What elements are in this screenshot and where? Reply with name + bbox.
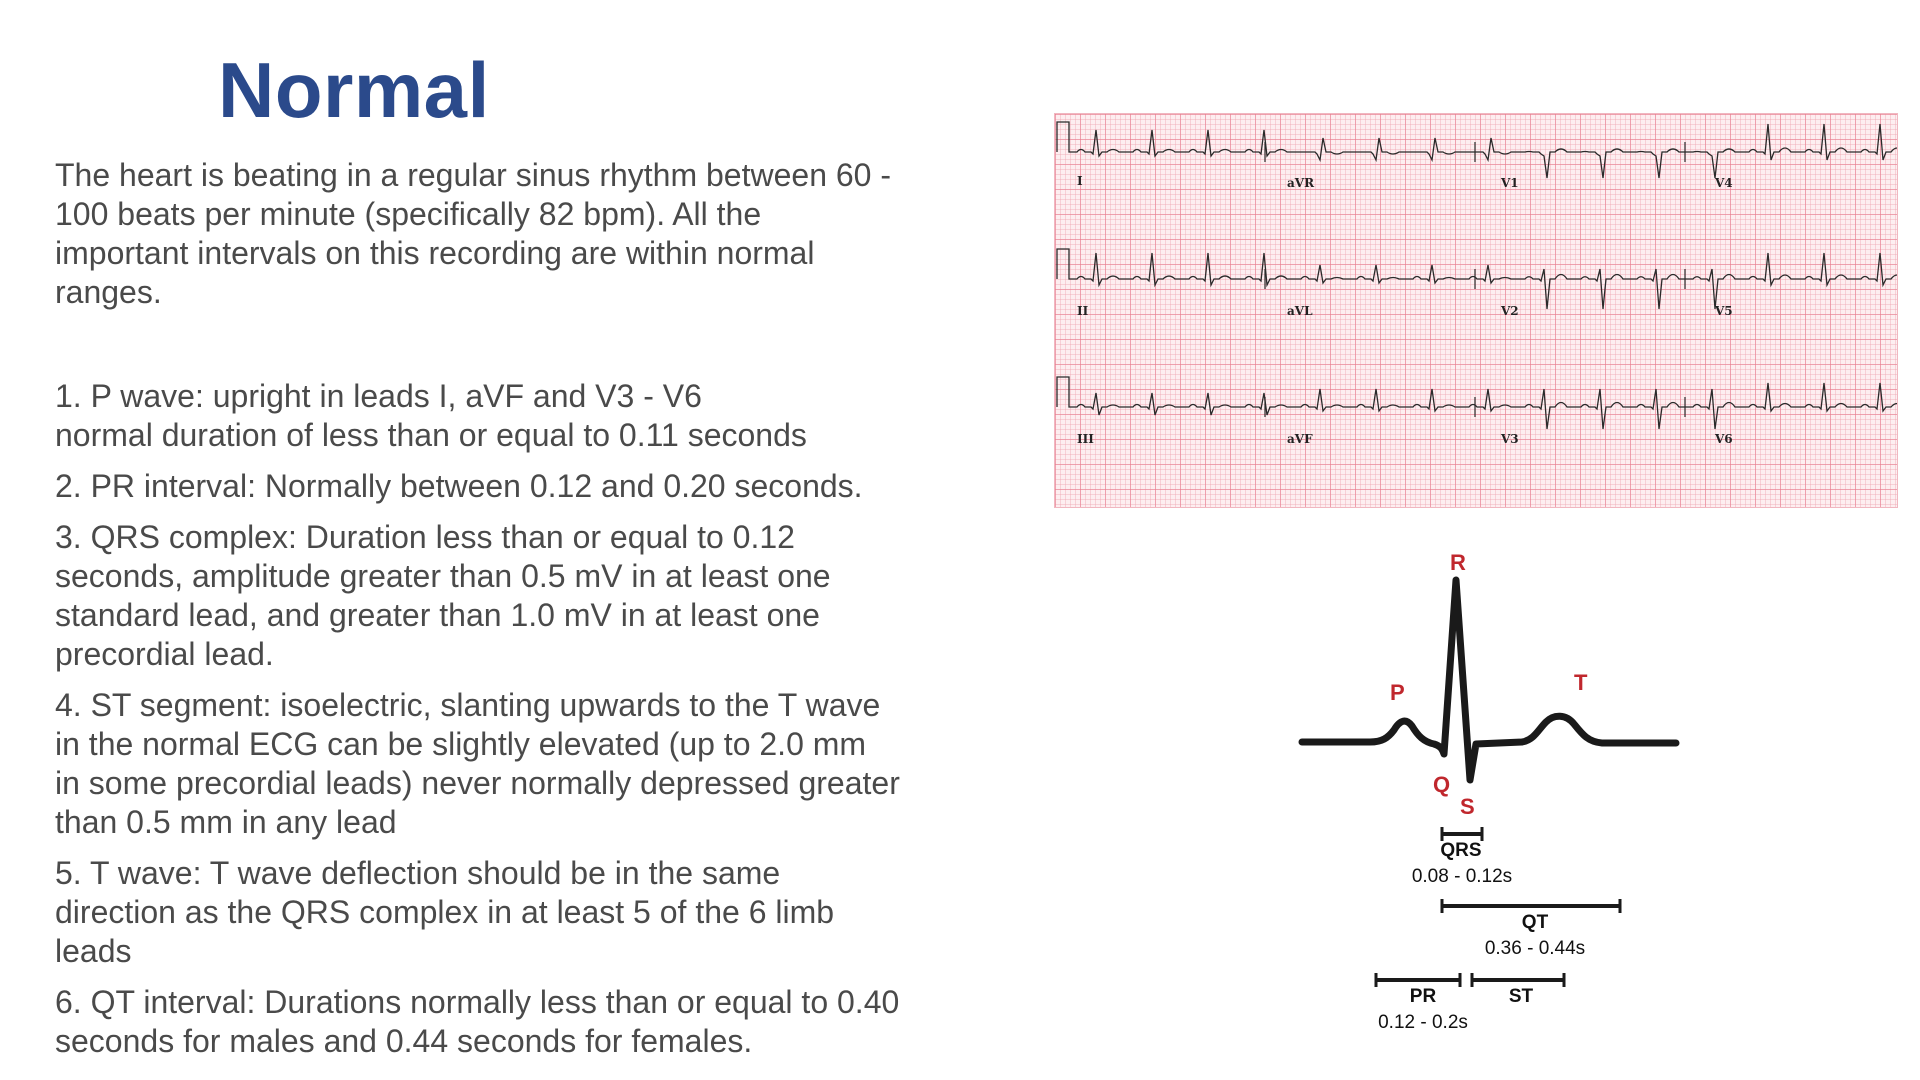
- point-st-segment: 4. ST segment: isoelectric, slanting upw…: [55, 686, 1025, 842]
- point-line: normal duration of less than or equal to…: [55, 417, 807, 453]
- ecg-waveform-diagram: R P T Q S QRS 0.08 - 0.12s QT 0.36 - 0.4…: [1290, 540, 1710, 1050]
- lead-label-V1: V1: [1501, 176, 1519, 190]
- lead-label-V5: V5: [1715, 304, 1733, 318]
- wave-label-s: S: [1460, 794, 1475, 819]
- point-line: seconds for males and 0.44 seconds for f…: [55, 1023, 753, 1059]
- intro-line: important intervals on this recording ar…: [55, 235, 815, 271]
- waveform-line: [1298, 576, 1680, 784]
- qt-range: 0.36 - 0.44s: [1484, 938, 1586, 959]
- lead-label-V3: V3: [1501, 432, 1519, 446]
- qt-label: QT: [1521, 912, 1549, 933]
- wave-label-p: P: [1390, 680, 1405, 705]
- lead-label-aVR: aVR: [1287, 176, 1315, 190]
- intro-line: 100 beats per minute (specifically 82 bp…: [55, 196, 762, 232]
- point-line: 1. P wave: upright in leads I, aVF and V…: [55, 378, 702, 414]
- lead-label-V4: V4: [1715, 176, 1733, 190]
- point-line: than 0.5 mm in any lead: [55, 804, 397, 840]
- point-p-wave: 1. P wave: upright in leads I, aVF and V…: [55, 377, 1025, 455]
- text-column: The heart is beating in a regular sinus …: [55, 156, 1025, 1073]
- slide-title: Normal: [218, 46, 490, 134]
- lead-label-II: II: [1077, 304, 1089, 318]
- point-pr-interval: 2. PR interval: Normally between 0.12 an…: [55, 467, 1025, 506]
- intro-line: The heart is beating in a regular sinus …: [55, 157, 892, 193]
- lead-label-V2: V2: [1501, 304, 1519, 318]
- wave-label-r: R: [1450, 550, 1466, 575]
- intro-line: ranges.: [55, 274, 162, 310]
- ecg-row-trace: [1056, 248, 1897, 310]
- lead-label-aVL: aVL: [1287, 304, 1313, 318]
- point-line: precordial lead.: [55, 636, 274, 672]
- point-line: in some precordial leads) never normally…: [55, 765, 900, 801]
- point-line: 3. QRS complex: Duration less than or eq…: [55, 519, 795, 555]
- point-line: 4. ST segment: isoelectric, slanting upw…: [55, 687, 881, 723]
- point-line: leads: [55, 933, 132, 969]
- point-line: standard lead, and greater than 1.0 mV i…: [55, 597, 820, 633]
- st-label: ST: [1508, 986, 1534, 1007]
- point-line: 2. PR interval: Normally between 0.12 an…: [55, 468, 863, 504]
- lead-label-III: III: [1077, 432, 1094, 446]
- point-line: seconds, amplitude greater than 0.5 mV i…: [55, 558, 831, 594]
- lead-label-I: I: [1077, 174, 1083, 188]
- wave-label-q: Q: [1433, 772, 1451, 797]
- intro-paragraph: The heart is beating in a regular sinus …: [55, 156, 1025, 312]
- lead-label-V6: V6: [1715, 432, 1733, 446]
- ecg-row-trace: [1056, 376, 1897, 430]
- point-line: 6. QT interval: Durations normally less …: [55, 984, 900, 1020]
- qrs-label: QRS: [1440, 840, 1482, 861]
- point-t-wave: 5. T wave: T wave deflection should be i…: [55, 854, 1025, 971]
- qrs-range: 0.08 - 0.12s: [1411, 866, 1513, 887]
- pr-range: 0.12 - 0.2s: [1378, 1012, 1468, 1033]
- point-line: 5. T wave: T wave deflection should be i…: [55, 855, 781, 891]
- ecg-trace: [1056, 121, 1897, 430]
- point-qt-interval: 6. QT interval: Durations normally less …: [55, 983, 1025, 1061]
- wave-label-t: T: [1574, 670, 1588, 695]
- ecg-12-lead-image: I aVR V1 V4 II aVL V2 V5 III aVF V3 V6: [1054, 113, 1898, 508]
- lead-label-aVF: aVF: [1287, 432, 1313, 446]
- point-qrs-complex: 3. QRS complex: Duration less than or eq…: [55, 518, 1025, 674]
- point-line: in the normal ECG can be slightly elevat…: [55, 726, 867, 762]
- pr-label: PR: [1409, 986, 1437, 1007]
- ecg-row-trace: [1056, 121, 1897, 179]
- point-line: direction as the QRS complex in at least…: [55, 894, 835, 930]
- waveform-svg: [1298, 576, 1680, 987]
